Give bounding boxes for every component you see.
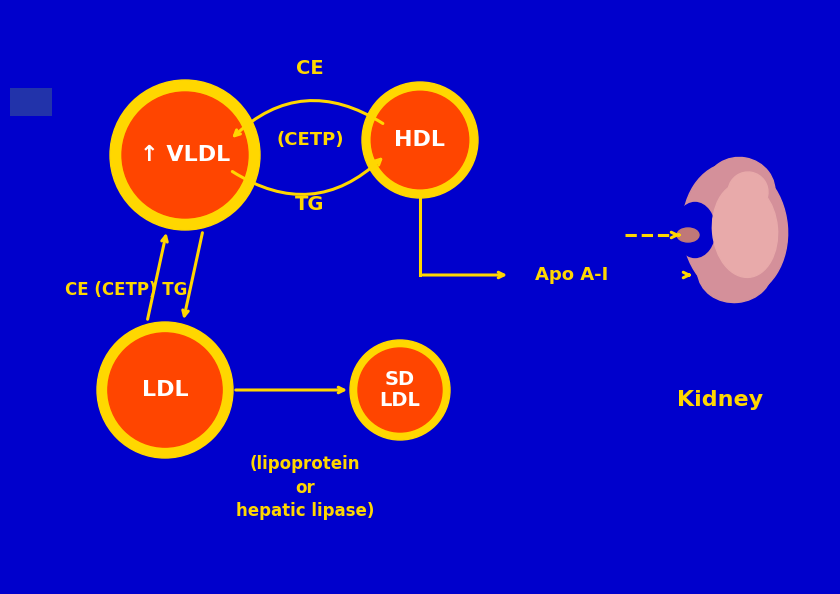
FancyBboxPatch shape bbox=[10, 88, 52, 116]
Ellipse shape bbox=[712, 182, 778, 277]
Circle shape bbox=[362, 82, 478, 198]
Circle shape bbox=[371, 91, 469, 189]
Ellipse shape bbox=[705, 157, 775, 223]
Text: CE: CE bbox=[297, 58, 323, 77]
Ellipse shape bbox=[675, 203, 715, 258]
Ellipse shape bbox=[677, 228, 699, 242]
Text: Kidney: Kidney bbox=[677, 390, 763, 410]
Text: LDL: LDL bbox=[142, 380, 188, 400]
Text: Apo A-I: Apo A-I bbox=[535, 266, 608, 284]
Circle shape bbox=[97, 322, 233, 458]
Text: HDL: HDL bbox=[395, 130, 445, 150]
Circle shape bbox=[358, 348, 442, 432]
Text: SD
LDL: SD LDL bbox=[380, 370, 421, 410]
Circle shape bbox=[108, 333, 222, 447]
Text: (CETP): (CETP) bbox=[276, 131, 344, 149]
Circle shape bbox=[350, 340, 450, 440]
Text: ↑ VLDL: ↑ VLDL bbox=[140, 145, 230, 165]
Ellipse shape bbox=[728, 172, 768, 212]
Text: (lipoprotein
or
hepatic lipase): (lipoprotein or hepatic lipase) bbox=[236, 455, 374, 520]
Text: CE (CETP) TG: CE (CETP) TG bbox=[65, 281, 187, 299]
Circle shape bbox=[110, 80, 260, 230]
Ellipse shape bbox=[697, 238, 773, 302]
Ellipse shape bbox=[682, 163, 788, 298]
Text: TG: TG bbox=[295, 195, 325, 214]
Circle shape bbox=[122, 92, 248, 218]
